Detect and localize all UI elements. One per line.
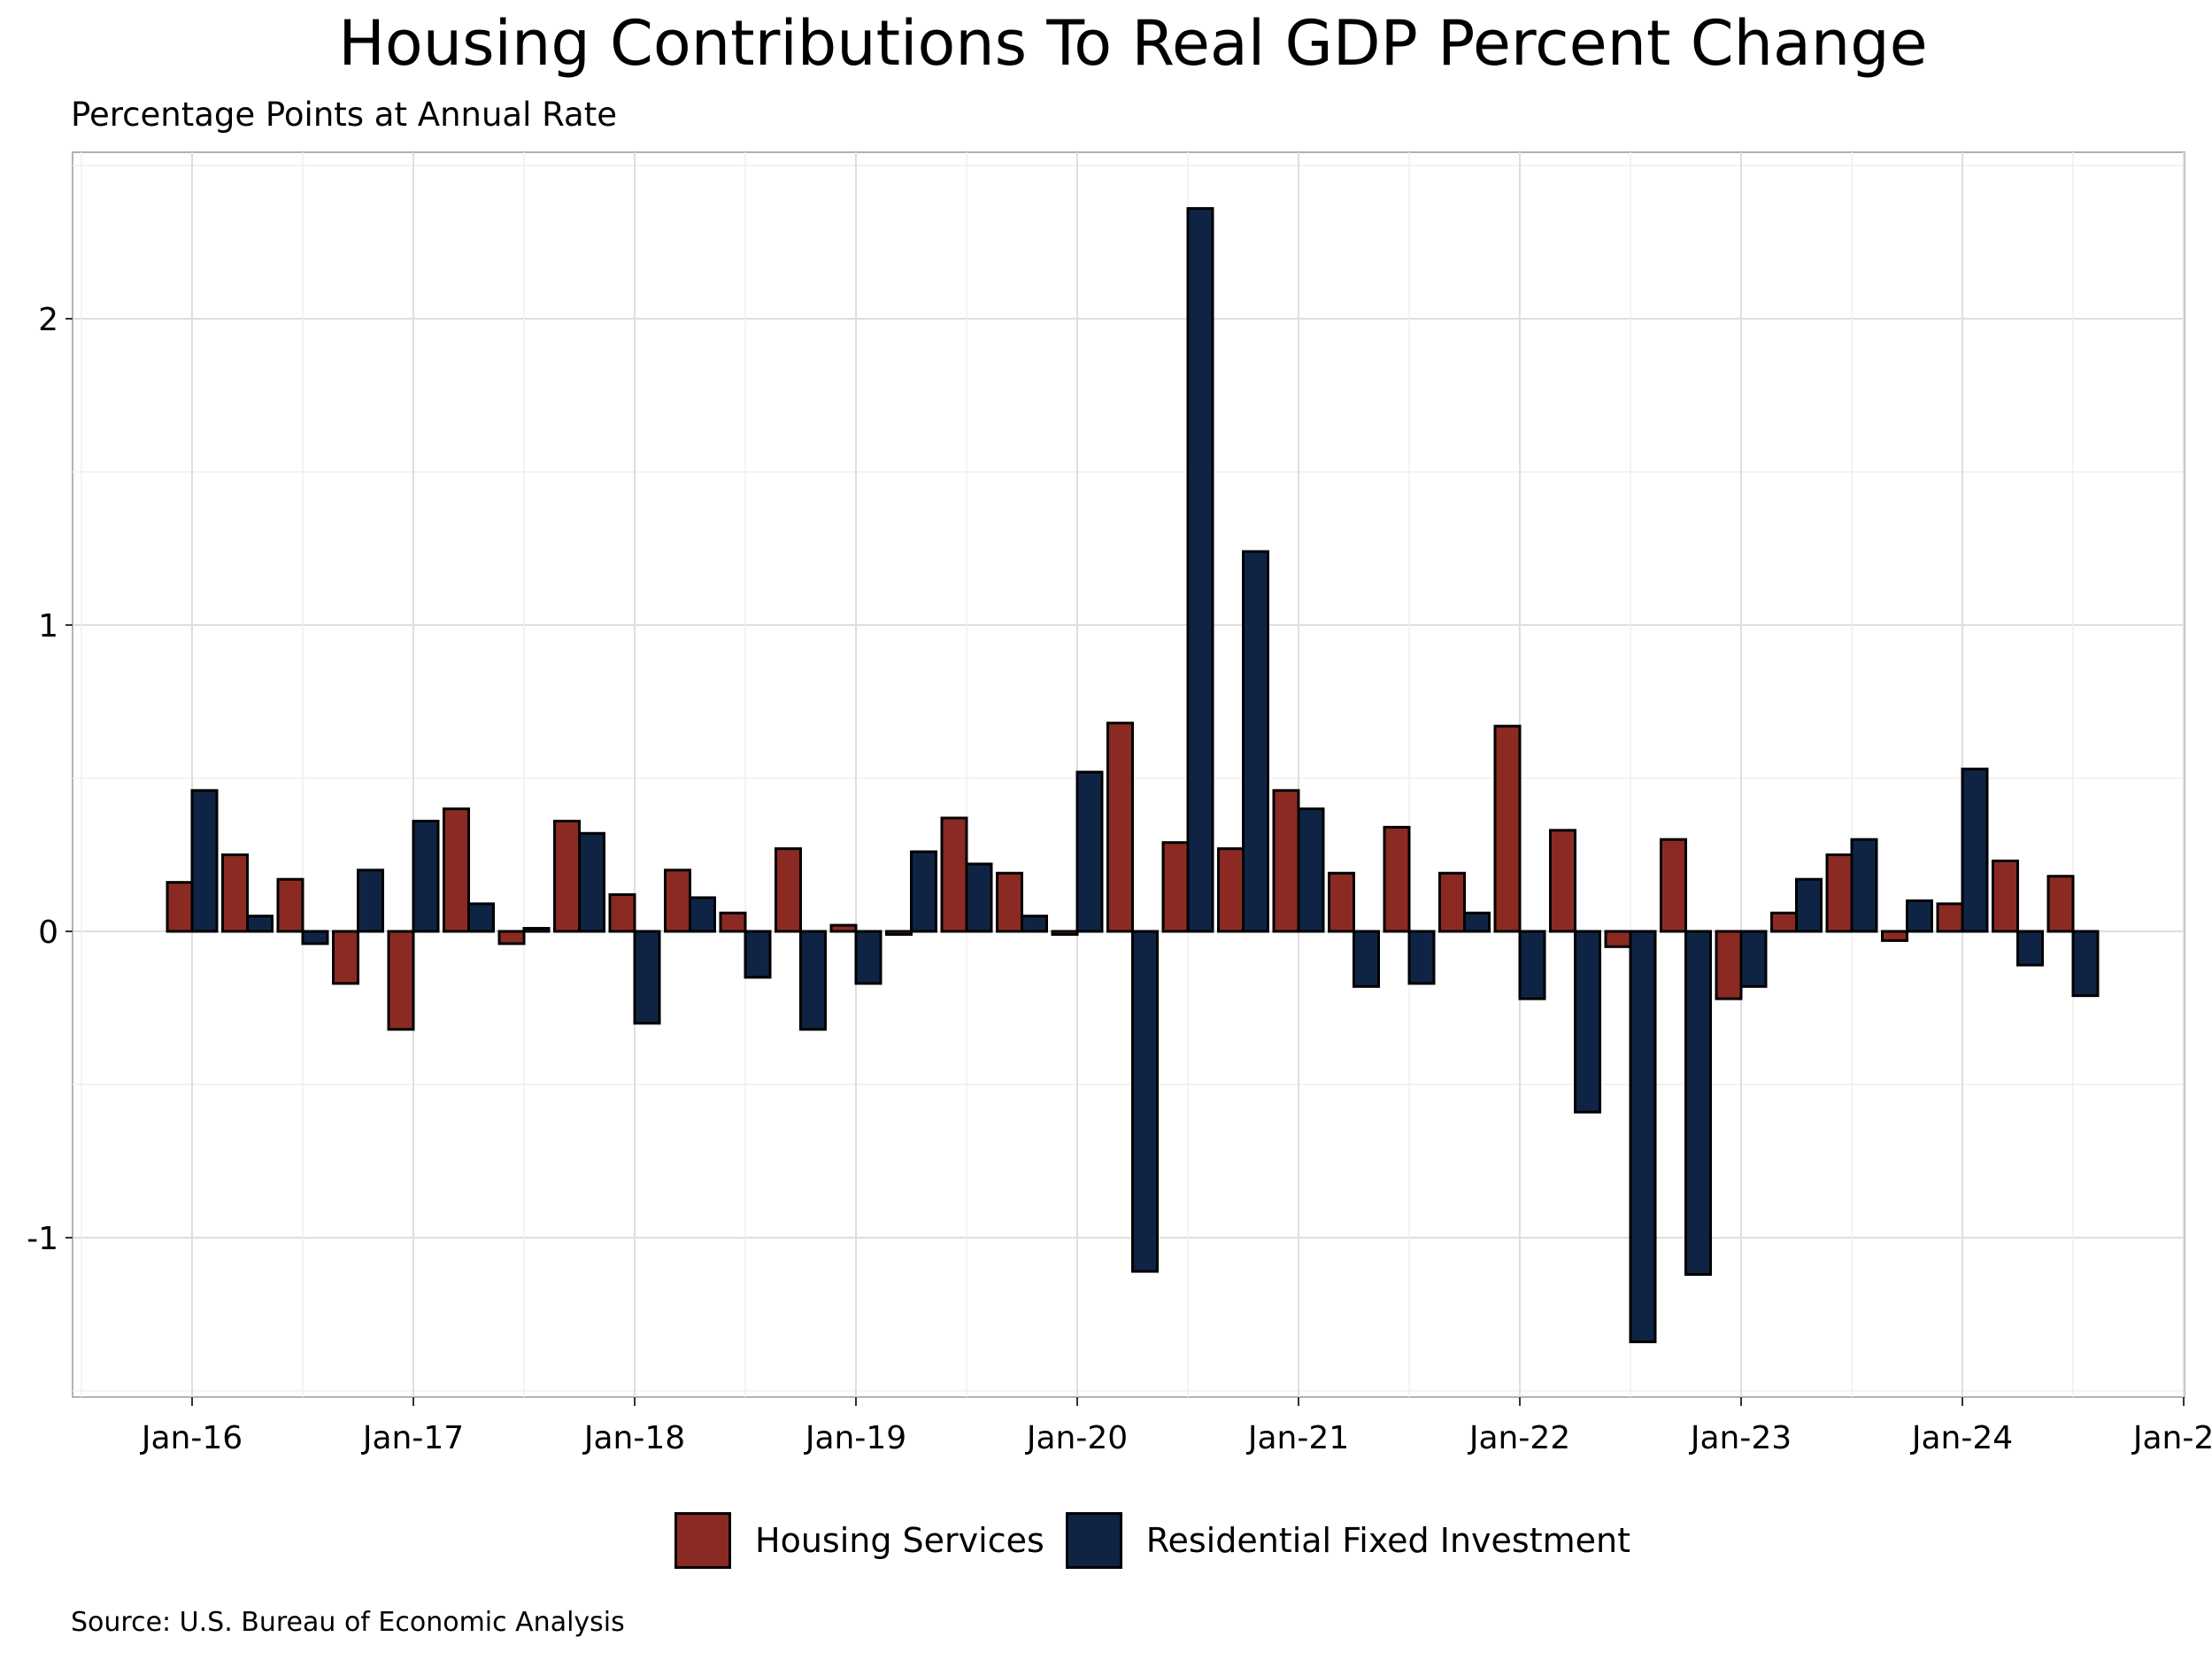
chart-subtitle: Percentage Points at Annual Rate: [71, 96, 617, 134]
bar-housing-services: [497, 930, 526, 946]
bar-residential-fixed-investment: [1518, 930, 1546, 1000]
bar-housing-services: [276, 877, 304, 933]
bar-housing-services: [332, 930, 359, 985]
bar-residential-fixed-investment: [357, 869, 384, 933]
y-tick-label: -1: [27, 1221, 58, 1257]
bar-housing-services: [1493, 724, 1522, 933]
bar-residential-fixed-investment: [854, 930, 882, 985]
bar-residential-fixed-investment: [1739, 930, 1768, 988]
bar-housing-services: [608, 892, 636, 933]
bar-housing-services: [553, 819, 581, 933]
axis-layer: -1 0 1 2 Jan-16 Jan-17 Jan-18 Jan-19 Jan-20 Jan-2…: [27, 302, 2212, 1456]
bar-residential-fixed-investment: [744, 930, 772, 979]
bar-housing-services: [664, 869, 691, 933]
bar-housing-services: [1217, 847, 1245, 933]
legend-label-residential-fixed-investment: Residential Fixed Investment: [1145, 1521, 1630, 1560]
bar-residential-fixed-investment: [1850, 838, 1878, 933]
bar-housing-services: [1881, 930, 1908, 942]
bar-housing-services: [387, 930, 415, 1031]
bar-housing-services: [1715, 930, 1743, 1000]
bar-residential-fixed-investment: [467, 902, 495, 933]
bar-housing-services: [829, 923, 858, 933]
bar-housing-services: [1106, 722, 1134, 933]
bar-residential-fixed-investment: [1463, 911, 1491, 933]
bar-housing-services: [443, 807, 470, 933]
x-tick-label: Jan-16: [140, 1420, 243, 1456]
chart-source: Source: U.S. Bureau of Economic Analysis: [71, 1607, 625, 1638]
bar-housing-services: [2046, 875, 2075, 933]
bar-housing-services: [1383, 825, 1411, 933]
x-tick-label: Jan-25: [2131, 1420, 2212, 1456]
bar-housing-services: [166, 881, 194, 933]
bar-housing-services: [1161, 841, 1190, 933]
bar-residential-fixed-investment: [965, 862, 993, 933]
bar-residential-fixed-investment: [1795, 877, 1823, 933]
bar-housing-services: [1328, 871, 1355, 933]
x-tick-label: Jan-18: [582, 1420, 685, 1456]
y-tick-label: 1: [38, 608, 58, 645]
bar-residential-fixed-investment: [190, 789, 219, 933]
y-tick-label: 0: [38, 915, 58, 951]
legend-swatch-residential-fixed-investment: [1065, 1512, 1122, 1569]
bar-housing-services: [1660, 838, 1687, 933]
x-tick-label: Jan-21: [1246, 1420, 1349, 1456]
bar-housing-services: [1825, 853, 1854, 933]
bar-housing-services: [221, 853, 249, 933]
legend-label-housing-services: Housing Services: [755, 1521, 1044, 1560]
bar-residential-fixed-investment: [1242, 550, 1269, 933]
bar-housing-services: [1272, 789, 1300, 933]
bar-housing-services: [940, 816, 968, 933]
grid-layer: [72, 151, 2185, 1398]
bar-residential-fixed-investment: [1297, 807, 1325, 933]
bar-residential-fixed-investment: [1574, 930, 1601, 1114]
x-tick-label: Jan-22: [1468, 1420, 1570, 1456]
legend: Housing Services Residential Fixed Inves…: [674, 1512, 1652, 1569]
bar-residential-fixed-investment: [301, 930, 329, 946]
bar-residential-fixed-investment: [2071, 930, 2100, 998]
chart-plot: -1 0 1 2 Jan-16 Jan-17 Jan-18 Jan-19 Jan-20 Jan-2…: [27, 151, 2212, 1456]
bar-residential-fixed-investment: [689, 896, 716, 933]
x-tick-label: Jan-17: [361, 1420, 464, 1456]
x-tick-label: Jan-19: [804, 1420, 906, 1456]
bar-housing-services: [1549, 829, 1576, 933]
x-tick-label: Jan-23: [1689, 1420, 1792, 1456]
legend-item-residential-fixed-investment: Residential Fixed Investment: [1065, 1512, 1630, 1569]
bar-housing-services: [1438, 871, 1466, 933]
bar-residential-fixed-investment: [1684, 930, 1712, 1277]
bars-layer: [166, 206, 2100, 1344]
bar-housing-services: [1604, 930, 1632, 948]
legend-swatch-housing-services: [674, 1512, 731, 1569]
y-tick-label: 2: [38, 302, 58, 338]
bar-residential-fixed-investment: [1629, 930, 1657, 1344]
bar-housing-services: [885, 930, 913, 936]
bar-housing-services: [1051, 930, 1079, 936]
bar-residential-fixed-investment: [1075, 770, 1104, 933]
bar-housing-services: [1936, 902, 1964, 933]
bar-residential-fixed-investment: [522, 927, 551, 933]
bar-housing-services: [1770, 911, 1798, 933]
bar-housing-services: [775, 847, 802, 933]
bar-residential-fixed-investment: [1961, 768, 1989, 933]
x-tick-label: Jan-20: [1025, 1420, 1128, 1456]
legend-item-housing-services: Housing Services: [674, 1512, 1044, 1569]
bar-residential-fixed-investment: [412, 819, 440, 933]
bar-housing-services: [719, 911, 747, 933]
bar-residential-fixed-investment: [910, 850, 937, 933]
bar-residential-fixed-investment: [1131, 930, 1159, 1273]
chart-title: Housing Contributions To Real GDP Percen…: [338, 7, 1928, 80]
bar-residential-fixed-investment: [1353, 930, 1380, 988]
bar-residential-fixed-investment: [246, 915, 274, 933]
bar-residential-fixed-investment: [799, 930, 827, 1031]
bar-residential-fixed-investment: [1021, 915, 1048, 933]
x-tick-label: Jan-24: [1910, 1420, 2013, 1456]
bar-residential-fixed-investment: [2016, 930, 2044, 967]
bar-residential-fixed-investment: [1906, 899, 1933, 933]
bar-housing-services: [996, 871, 1023, 933]
bar-residential-fixed-investment: [633, 930, 661, 1025]
bar-residential-fixed-investment: [578, 831, 605, 933]
bar-residential-fixed-investment: [1407, 930, 1436, 985]
bar-housing-services: [1992, 859, 2019, 933]
bar-residential-fixed-investment: [1186, 206, 1214, 933]
